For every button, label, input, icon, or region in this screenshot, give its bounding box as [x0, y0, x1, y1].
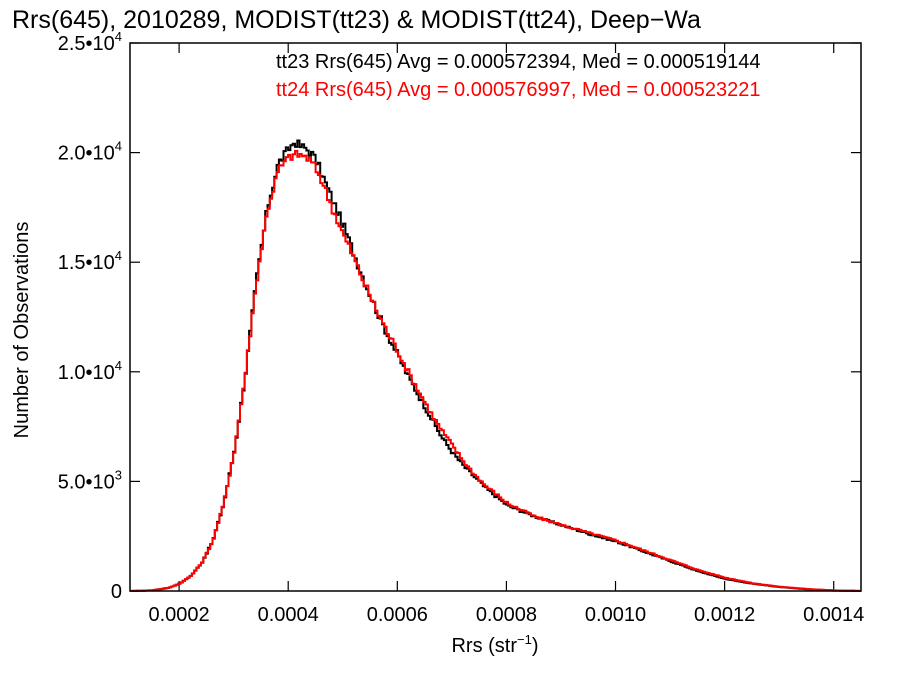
y-tick-label: 2.5•104 — [58, 29, 122, 55]
x-tick-label: 0.0004 — [258, 604, 319, 626]
y-tick-label: 0 — [111, 581, 122, 603]
y-tick-exponent: 4 — [115, 248, 122, 263]
x-axis-title-text: Rrs (str — [451, 635, 517, 657]
y-tick-exponent: 4 — [115, 139, 122, 154]
legend-entry-tt23: tt23 Rrs(645) Avg = 0.000572394, Med = 0… — [276, 51, 760, 73]
y-axis-title-group: Number of Observations — [11, 222, 33, 439]
chart-title: Rrs(645), 2010289, MODIST(tt23) & MODIST… — [12, 6, 701, 34]
axis-ticks: 0.0002 0.0004 0.0006 0.0008 0.0010 0.0012 0.00… — [58, 29, 865, 626]
y-tick-mantissa: 0 — [111, 581, 122, 603]
y-tick-exponent: 4 — [115, 29, 122, 44]
x-tick-label: 0.0002 — [149, 604, 210, 626]
y-tick-label: 5.0•103 — [58, 467, 122, 493]
series-layer — [130, 139, 861, 592]
y-tick-mantissa: 1.5•10 — [58, 252, 115, 274]
y-tick-label: 1.0•104 — [58, 358, 122, 384]
series-line-tt23 — [130, 139, 861, 592]
x-tick-label: 0.0010 — [585, 604, 646, 626]
plot-frame — [129, 42, 862, 592]
y-tick-mantissa: 2.0•10 — [58, 143, 115, 165]
series-line-tt24 — [130, 149, 861, 592]
y-tick-label: 1.5•104 — [58, 248, 122, 274]
x-tick-label: 0.0012 — [694, 604, 755, 626]
x-axis-title: Rrs (str−1) — [451, 632, 538, 657]
x-tick-label: 0.0008 — [476, 604, 537, 626]
y-tick-mantissa: 2.5•10 — [58, 33, 115, 55]
y-tick-exponent: 3 — [115, 467, 122, 482]
y-tick-mantissa: 5.0•10 — [58, 471, 115, 493]
x-axis-title-exponent: −1 — [517, 632, 532, 647]
x-tick-label: 0.0014 — [803, 604, 864, 626]
x-tick-label: 0.0006 — [367, 604, 428, 626]
y-tick-label: 2.0•104 — [58, 139, 122, 165]
y-tick-exponent: 4 — [115, 358, 122, 373]
x-axis-title-close: ) — [532, 635, 539, 657]
legend-entry-tt24: tt24 Rrs(645) Avg = 0.000576997, Med = 0… — [276, 79, 760, 101]
y-tick-mantissa: 1.0•10 — [58, 362, 115, 384]
y-axis-title: Number of Observations — [11, 222, 33, 439]
